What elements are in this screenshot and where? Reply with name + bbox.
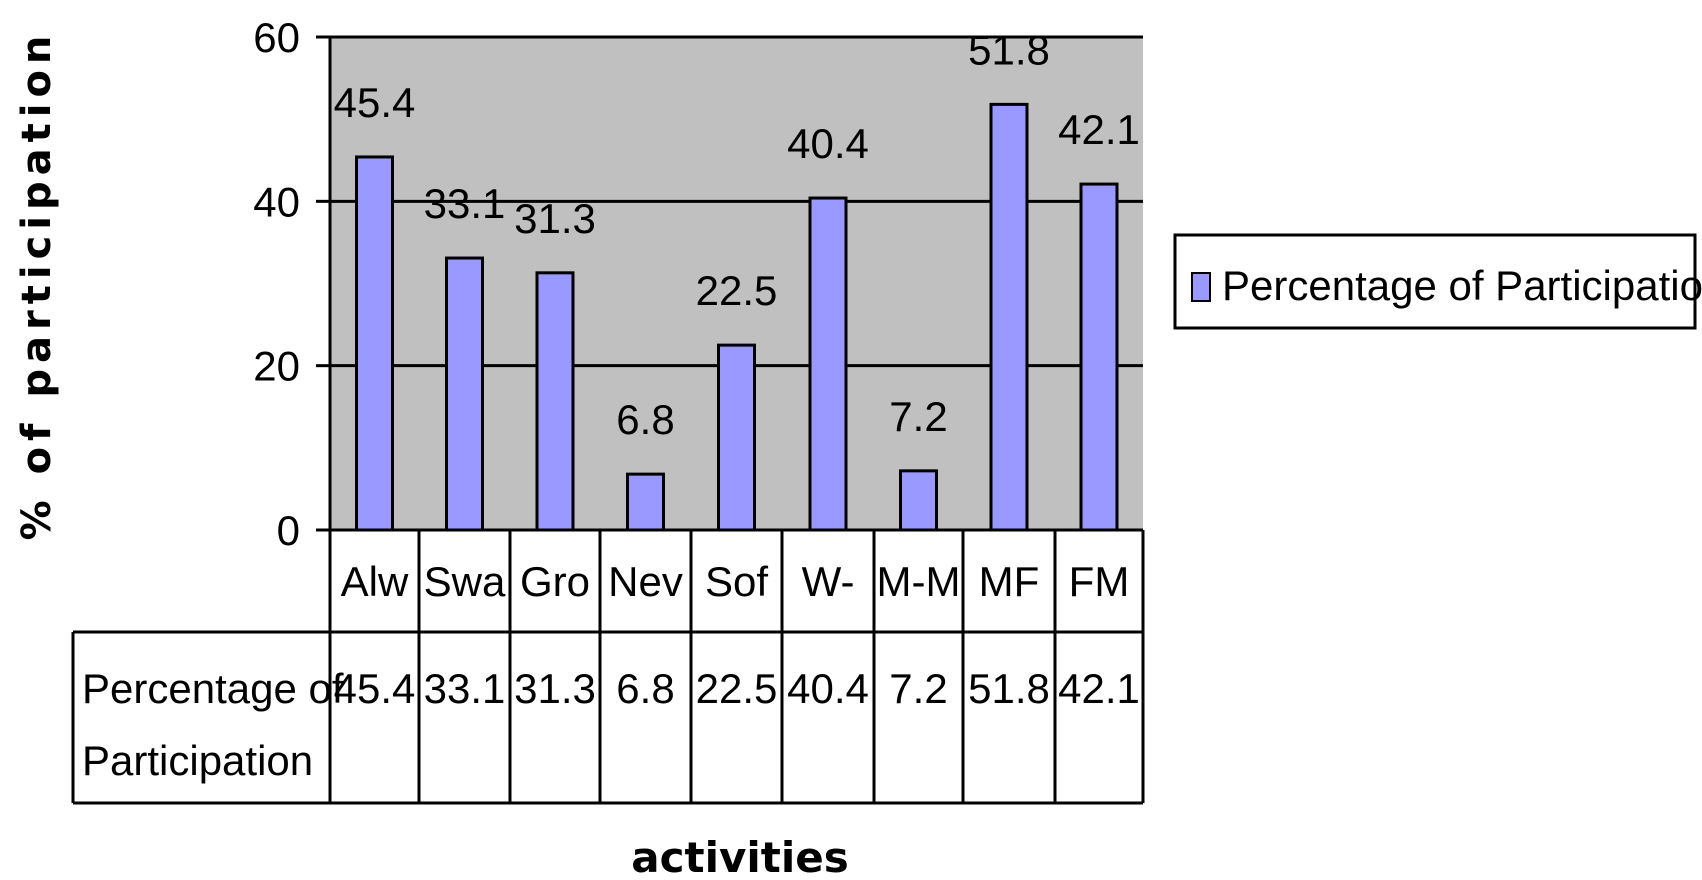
y-tick-label: 0 xyxy=(277,507,300,554)
table-value: 45.4 xyxy=(334,665,416,712)
data-labels: 45.4 33.1 31.3 6.8 22.5 40.4 7.2 51.842.1 xyxy=(334,26,1140,443)
bar xyxy=(899,469,938,532)
y-tick-label: 40 xyxy=(253,178,300,225)
table-value: 42.1 xyxy=(1058,665,1140,712)
x-tick-label: MF xyxy=(979,558,1040,605)
legend-box xyxy=(1173,233,1697,330)
bar xyxy=(808,196,848,532)
legend-swatch xyxy=(1191,272,1211,302)
legend: Percentage of Participation xyxy=(1173,233,1702,330)
table-value: 7.2 xyxy=(889,665,947,712)
y-axis-title: % of participation xyxy=(14,30,60,541)
data-label: 33.1 xyxy=(424,180,506,227)
table-value: 31.3 xyxy=(514,665,596,712)
data-label: 40.4 xyxy=(787,120,869,167)
data-label: 22.5 xyxy=(696,267,778,314)
table-value: 6.8 xyxy=(616,665,674,712)
data-table: Alw 45.4 Swa 33.1 Gro 31.3 Nev 6.8 Sof 22.5 W- 40.4… xyxy=(71,528,1145,805)
bar xyxy=(445,256,484,532)
x-tick-label: Nev xyxy=(608,558,683,605)
bar xyxy=(626,472,665,532)
data-label: 31.3 xyxy=(514,195,596,242)
x-tick-label: M-M xyxy=(877,558,961,605)
table-value: 40.4 xyxy=(787,665,869,712)
x-tick-label: Alw xyxy=(341,558,409,605)
y-axis: 0 20 40 60 xyxy=(253,14,332,554)
bar xyxy=(717,343,756,532)
data-label: 51.8 xyxy=(968,26,1050,73)
x-tick-label: Sof xyxy=(705,558,768,605)
y-tick-label: 20 xyxy=(253,343,300,390)
table-row-label: Percentage of xyxy=(82,665,344,712)
table-row-label: Participation xyxy=(82,737,313,784)
bar xyxy=(355,155,394,532)
bar xyxy=(1079,182,1119,532)
bar xyxy=(989,102,1029,532)
y-tick-label: 60 xyxy=(253,14,300,61)
legend-label: Percentage of Participation xyxy=(1222,262,1702,309)
table-value: 22.5 xyxy=(696,665,778,712)
x-tick-label: Gro xyxy=(520,558,590,605)
data-label: 6.8 xyxy=(616,396,674,443)
x-tick-label: W- xyxy=(802,558,855,605)
data-label: 42.1 xyxy=(1058,106,1140,153)
x-tick-label: FM xyxy=(1069,558,1130,605)
bar xyxy=(535,271,575,532)
table-value: 33.1 xyxy=(424,665,506,712)
x-tick-label: Swa xyxy=(424,558,506,605)
bars xyxy=(355,102,1119,532)
data-label: 7.2 xyxy=(889,393,947,440)
table-value: 51.8 xyxy=(968,665,1050,712)
x-axis-title: activities xyxy=(631,833,848,880)
data-label: 45.4 xyxy=(334,79,416,126)
